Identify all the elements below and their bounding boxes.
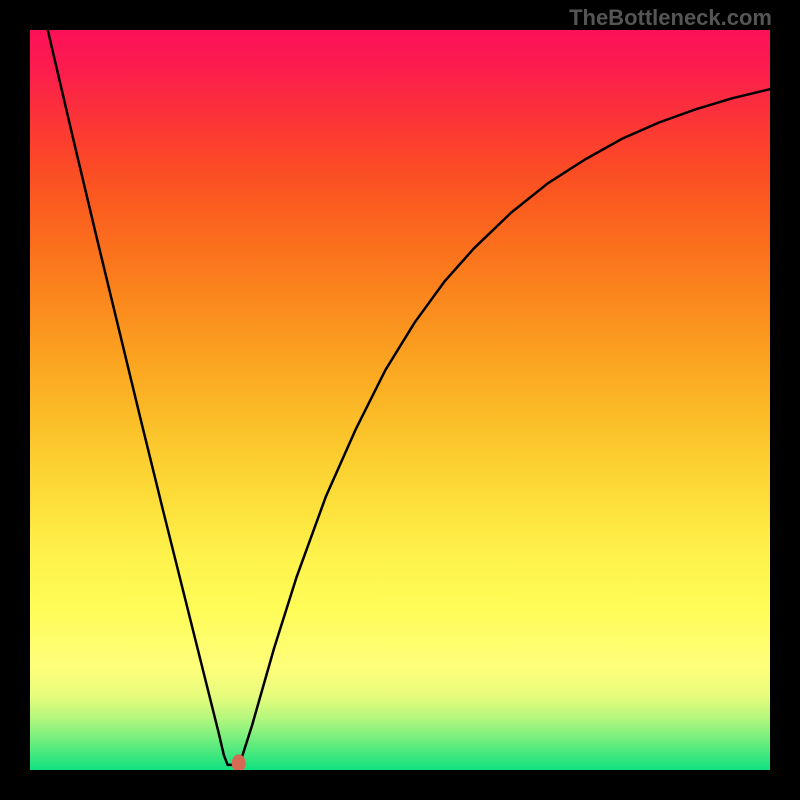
bottleneck-curve: [48, 30, 770, 765]
bottleneck-chart: TheBottleneck.com: [0, 0, 800, 800]
watermark-text: TheBottleneck.com: [569, 5, 772, 31]
minimum-marker: [232, 754, 246, 770]
plot-area: [30, 30, 770, 770]
curve-layer: [30, 30, 770, 770]
